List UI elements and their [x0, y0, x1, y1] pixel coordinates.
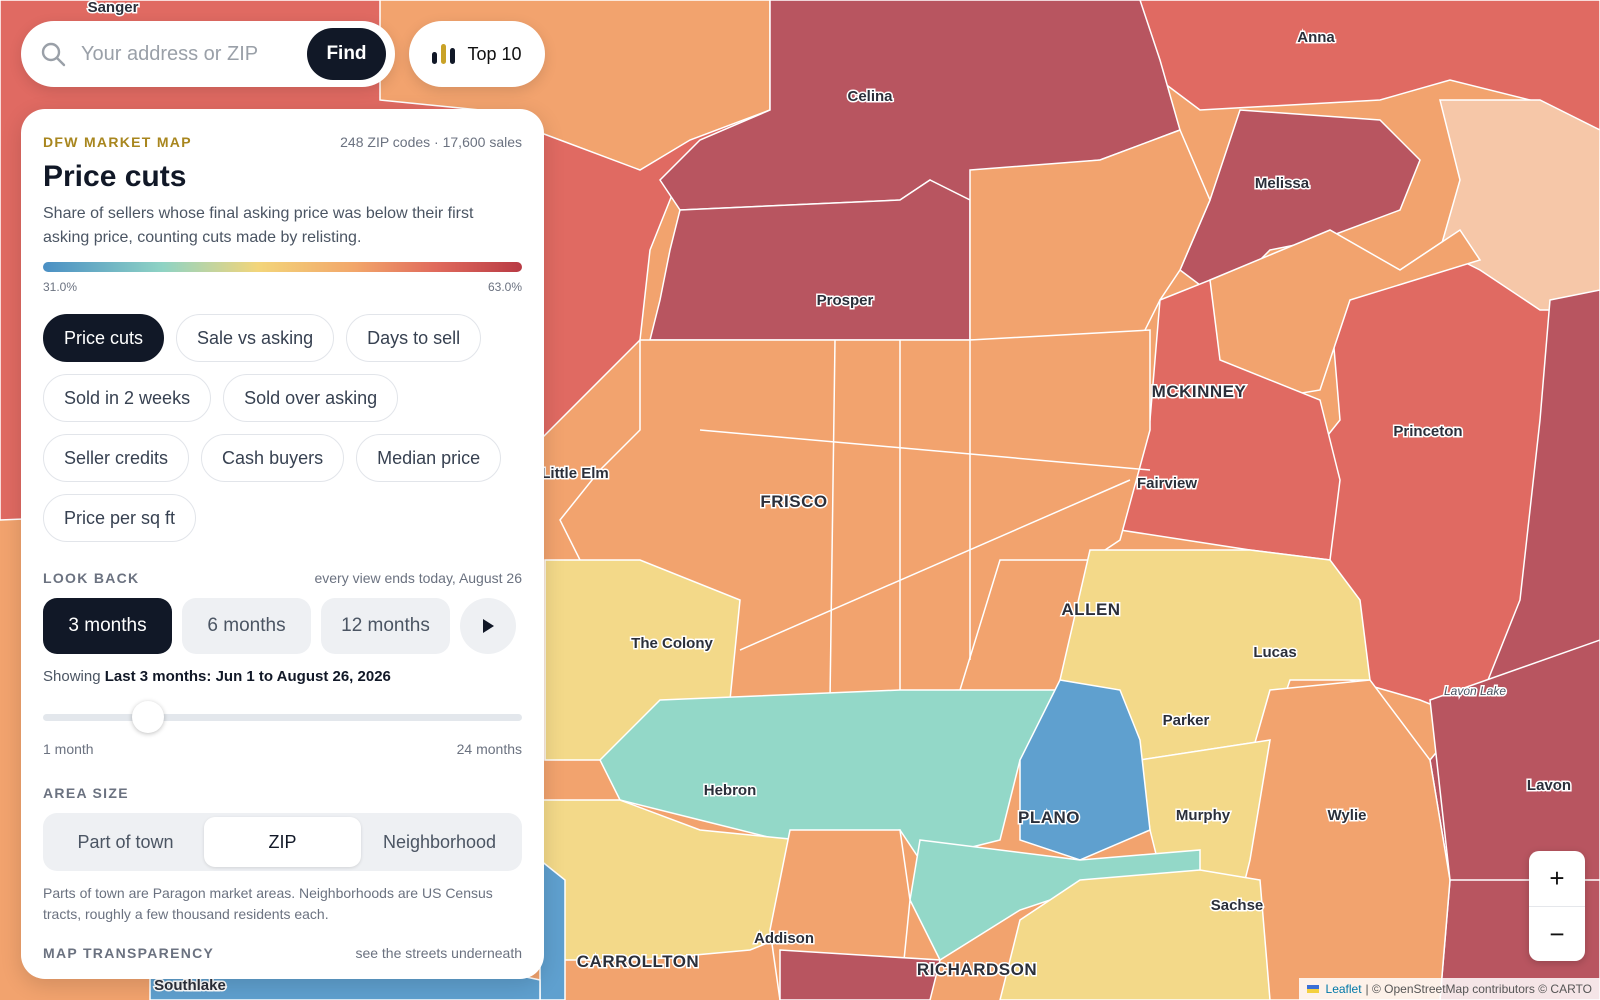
- map-label-southlake: Southlake: [154, 977, 226, 994]
- showing-prefix: Showing: [43, 668, 101, 685]
- metric-days-to-sell[interactable]: Days to sell: [346, 314, 482, 362]
- top-10-button[interactable]: Top 10: [409, 21, 545, 87]
- map-label-addison: Addison: [754, 930, 814, 947]
- address-search-bar: Find: [21, 21, 395, 87]
- metric-price-per-sq-ft[interactable]: Price per sq ft: [43, 494, 197, 542]
- area-size-note: Parts of town are Paragon market areas. …: [43, 885, 493, 922]
- transparency-note: see the streets underneath: [355, 945, 522, 961]
- lookback-slider[interactable]: [43, 701, 522, 735]
- metric-price-cuts[interactable]: Price cuts: [43, 314, 165, 362]
- area-part-of-town[interactable]: Part of town: [77, 831, 174, 852]
- zip-region[interactable]: [779, 949, 941, 1000]
- map-label-the-colony: The Colony: [631, 635, 713, 652]
- address-search-input[interactable]: [79, 41, 293, 67]
- map-label-murphy: Murphy: [1176, 807, 1231, 824]
- zip-region[interactable]: [1019, 679, 1151, 861]
- color-legend-bar: [43, 262, 522, 272]
- map-label-mckinney: MCKINNEY: [1152, 382, 1247, 401]
- zoom-in-button[interactable]: +: [1529, 851, 1585, 907]
- map-label-lucas: Lucas: [1253, 644, 1296, 661]
- map-label-allen: ALLEN: [1061, 600, 1120, 619]
- area-size-label: AREA SIZE: [43, 785, 129, 801]
- lookback-3-months[interactable]: 3 months: [43, 598, 172, 654]
- map-label-celina: Celina: [847, 88, 893, 105]
- metric-selector: Price cuts Sale vs asking Days to sell S…: [43, 314, 523, 542]
- metric-sold-in-2-weeks[interactable]: Sold in 2 weeks: [43, 374, 212, 422]
- slider-thumb[interactable]: [132, 701, 165, 733]
- map-label-fairview: Fairview: [1137, 475, 1197, 492]
- map-label-lavon-lake: Lavon Lake: [1444, 684, 1506, 698]
- map-attribution: Leaflet | © OpenStreetMap contributors ©…: [1298, 978, 1600, 1000]
- slider-max-label: 24 months: [456, 741, 522, 757]
- lookback-12-months[interactable]: 12 months: [321, 598, 450, 654]
- metric-description: Share of sellers whose final asking pric…: [43, 205, 474, 246]
- map-label-hebron: Hebron: [704, 782, 757, 799]
- zip-region[interactable]: [1429, 639, 1600, 881]
- find-button[interactable]: Find: [307, 28, 386, 80]
- metric-median-price[interactable]: Median price: [356, 434, 502, 482]
- map-label-plano: PLANO: [1018, 808, 1080, 827]
- legend-max: 63.0%: [487, 280, 522, 294]
- map-label-princeton: Princeton: [1393, 423, 1462, 440]
- map-label-anna: Anna: [1297, 29, 1335, 46]
- attribution-text: | © OpenStreetMap contributors © CARTO: [1365, 982, 1592, 996]
- area-zip[interactable]: ZIP: [204, 817, 361, 867]
- panel-eyebrow: DFW MARKET MAP: [43, 134, 192, 150]
- map-label-prosper: Prosper: [817, 292, 874, 309]
- metric-sale-vs-asking[interactable]: Sale vs asking: [176, 314, 335, 362]
- slider-min-label: 1 month: [43, 741, 94, 757]
- map-label-wylie: Wylie: [1328, 807, 1367, 824]
- search-icon: [39, 40, 67, 68]
- panel-meta: 248 ZIP codes · 17,600 sales: [340, 134, 522, 150]
- legend-min: 31.0%: [43, 280, 78, 294]
- zip-region[interactable]: [999, 869, 1271, 1000]
- top-10-label: Top 10: [467, 43, 522, 64]
- map-label-carrollton: CARROLLTON: [577, 952, 699, 971]
- showing-value: Last 3 months: Jun 1 to August 26, 2026: [104, 668, 391, 685]
- map-label-frisco: FRISCO: [760, 492, 827, 511]
- zoom-control: + −: [1529, 851, 1585, 961]
- map-label-parker: Parker: [1163, 712, 1210, 729]
- leaflet-link[interactable]: Leaflet: [1325, 982, 1362, 996]
- map-label-melissa: Melissa: [1255, 175, 1310, 192]
- control-panel: DFW MARKET MAP 248 ZIP codes · 17,600 sa…: [21, 109, 544, 979]
- zip-region[interactable]: [1439, 99, 1600, 311]
- bar-chart-icon: [432, 44, 456, 64]
- metric-cash-buyers[interactable]: Cash buyers: [201, 434, 345, 482]
- map-label-lavon: Lavon: [1527, 777, 1571, 794]
- map-label-sachse: Sachse: [1211, 897, 1264, 914]
- map-label-sanger: Sanger: [88, 0, 139, 16]
- area-size-toggle: Part of town ZIP Neighborhood: [43, 813, 522, 871]
- transparency-label: MAP TRANSPARENCY: [43, 945, 215, 961]
- showing-range: Showing Last 3 months: Jun 1 to August 2…: [43, 668, 522, 685]
- metric-seller-credits[interactable]: Seller credits: [43, 434, 190, 482]
- zoom-out-button[interactable]: −: [1549, 919, 1565, 949]
- play-icon[interactable]: [460, 598, 516, 654]
- slider-track[interactable]: [43, 714, 522, 721]
- map-label-little-elm: Little Elm: [541, 465, 609, 482]
- metric-sold-over-asking[interactable]: Sold over asking: [223, 374, 399, 422]
- metric-title: Price cuts: [43, 160, 187, 193]
- ukraine-flag-icon: [1306, 985, 1319, 993]
- lookback-label: LOOK BACK: [43, 570, 140, 586]
- map-label-richardson: RICHARDSON: [917, 960, 1037, 979]
- area-neighborhood[interactable]: Neighborhood: [382, 831, 497, 852]
- lookback-6-months[interactable]: 6 months: [182, 598, 311, 654]
- lookback-note: every view ends today, August 26: [314, 570, 522, 586]
